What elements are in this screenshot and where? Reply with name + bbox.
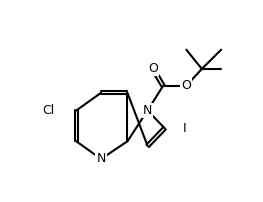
Text: O: O bbox=[148, 62, 158, 75]
Text: N: N bbox=[143, 104, 152, 117]
Text: O: O bbox=[181, 79, 191, 92]
Text: I: I bbox=[183, 122, 186, 135]
Text: N: N bbox=[96, 153, 106, 165]
Text: Cl: Cl bbox=[42, 104, 55, 117]
